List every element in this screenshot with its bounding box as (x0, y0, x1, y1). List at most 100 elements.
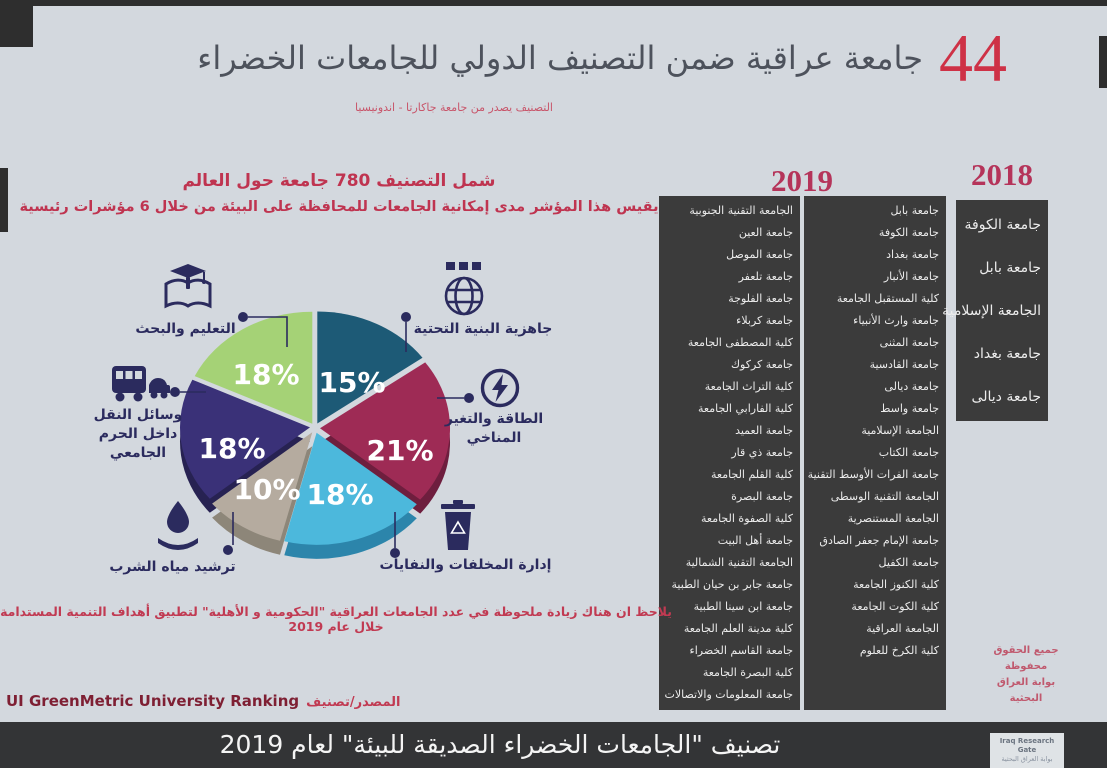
rights-text: جميع الحقوق محفوظة بوابة العراق البحثية (980, 643, 1072, 707)
education-icon (160, 262, 216, 316)
pie-slice-energy (320, 362, 451, 500)
year-2019-header: 2019 (771, 163, 833, 198)
list-item: جامعة العين (738, 226, 793, 239)
universities-2018: جامعة الكوفة جامعة بابل الجامعة الإسلامية ج… (942, 200, 1048, 421)
list-item: جامعة البصرة (731, 490, 793, 503)
list-item: كلية مدينة العلم الجامعة (683, 622, 793, 635)
source-line: UI GreenMetric University Ranking المصدر… (6, 692, 401, 710)
intro-line-2: يقيس هذا المؤشر مدى إمكانية الجامعات للم… (19, 199, 659, 215)
lightning-icon (478, 366, 522, 410)
list-item: كلية الكوت الجامعة (851, 600, 939, 613)
pie-label-water: ترشيد مياه الشرب (109, 559, 236, 575)
list-item: كلية الفارابي الجامعة (698, 402, 793, 415)
list-item: جامعة وارث الأنبياء (853, 314, 939, 327)
note-text: يلاحظ ان هناك زيادة ملحوظة في عدد الجامع… (0, 604, 672, 634)
list-item: الجامعة التقنية الوسطى (830, 490, 939, 503)
list-item: جامعة الأنبار (883, 270, 939, 283)
list-item: الجامعة التقنية الجنوبية (689, 204, 793, 217)
pie-label-transport: وسائل النقل داخل الحرم الجامعي (93, 407, 183, 461)
research-gate-logo: Iraq Research Gate بوابة العراق البحثية (990, 733, 1064, 768)
list-item: جامعة المعلومات والاتصالات (664, 688, 793, 701)
list-item: جامعة الكفيل (878, 556, 939, 569)
list-item: الجامعة التقنية الشمالية (685, 556, 793, 569)
pie-slice-waste (284, 432, 417, 545)
pie-label-energy: الطاقة والتغير المناخي (444, 411, 544, 446)
list-item: كلية الكرخ للعلوم (859, 644, 939, 657)
right-edge-artifact (1099, 36, 1107, 88)
list-item: جامعة القادسية (869, 358, 939, 371)
pie-connectors (170, 312, 474, 558)
list-item: الجامعة الإسلامية (861, 424, 939, 437)
left-edge-artifact (0, 168, 8, 232)
trash-recycle-icon (436, 500, 480, 552)
intro-line-1: شمل التصنيف 780 جامعة حول العالم (182, 171, 496, 191)
list-item: جامعة الكتاب (878, 446, 939, 459)
universities-2019-col2: جامعة بابل جامعة الكوفة جامعة بغداد جامعة ا… (804, 196, 946, 710)
globe-grid-icon (436, 262, 492, 318)
list-item: جامعة الإمام جعفر الصادق (819, 534, 939, 547)
list-item: جامعة العميد (735, 424, 793, 437)
list-item: كلية الكنوز الجامعة (853, 578, 939, 591)
pie-slice-infrastructure (317, 311, 423, 424)
list-item: جامعة كربلاء (736, 314, 793, 327)
list-item: جميع الحقوق (993, 645, 1059, 656)
source-name: UI GreenMetric University Ranking (6, 692, 300, 710)
pie-label-education: التعليم والبحث (135, 321, 236, 337)
pct-infrastructure: 15% (318, 366, 385, 399)
list-item: كلية التراث الجامعة (704, 380, 793, 393)
list-item: جامعة كركوك (730, 358, 793, 371)
list-item: الجامعة العراقية (866, 622, 939, 635)
list-item: جامعة ذي قار (731, 446, 793, 459)
page-subtitle: التصنيف يصدر من جامعة جاكارتا - اندونيسي… (355, 101, 553, 114)
pct-transport: 18% (198, 432, 265, 465)
list-item: جامعة ديالى (884, 380, 939, 393)
pie-slice-transport (179, 379, 310, 499)
list-item: جامعة المثنى (879, 336, 939, 349)
list-item: جامعة بابل (890, 204, 939, 217)
list-item: بوابة العراق البحثية (996, 677, 1056, 704)
pct-waste: 18% (306, 478, 373, 511)
list-item: محفوظة (1004, 661, 1048, 672)
footer-bar: تصنيف "الجامعات الخضراء الصديقة للبيئة" … (0, 722, 1107, 768)
water-hand-icon (152, 500, 204, 552)
list-item: كلية المصطفى الجامعة (687, 336, 793, 349)
pct-water: 10% (233, 473, 300, 506)
header: 44 جامعة عراقية ضمن التصنيف الدولي للجام… (197, 20, 1007, 96)
list-item: جامعة واسط (880, 402, 939, 415)
bus-icon (112, 364, 170, 408)
list-item: كلية البصرة الجامعة (702, 666, 793, 679)
source-label: المصدر/تصنيف (306, 695, 401, 710)
list-item: الجامعة المستنصرية (847, 512, 939, 525)
pie-slice-education (194, 311, 313, 424)
list-item: كلية المستقبل الجامعة (836, 292, 939, 305)
pct-energy: 21% (366, 434, 433, 467)
list-item: جامعة جابر بن حيان الطبية (671, 578, 793, 591)
pct-education: 18% (232, 358, 299, 391)
top-edge-bar (0, 0, 1107, 6)
list-item: كلية القلم الجامعة (711, 468, 793, 481)
year-2018-header: 2018 (971, 157, 1033, 192)
pie-label-waste: إدارة المخلفات والنفايات (379, 557, 552, 573)
list-item: جامعة بابل (979, 260, 1041, 276)
logo-text-ar: بوابة العراق البحثية (1001, 755, 1053, 763)
page-title: جامعة عراقية ضمن التصنيف الدولي للجامعات… (197, 39, 923, 78)
pie-label-infrastructure: جاهزية البنية التحتية (413, 321, 553, 337)
list-item: الجامعة الإسلامية (942, 303, 1041, 319)
footer-title: تصنيف "الجامعات الخضراء الصديقة للبيئة" … (219, 730, 781, 759)
list-item: جامعة ديالى (971, 389, 1041, 405)
count-44: 44 (939, 20, 1007, 96)
list-item: جامعة الفلوجة (728, 292, 793, 305)
list-item: جامعة الموصل (726, 248, 793, 261)
universities-2019-col1: الجامعة التقنية الجنوبية جامعة العين جامعة… (659, 196, 800, 710)
list-item: جامعة تلعفر (738, 270, 793, 283)
corner-artifact (0, 6, 33, 47)
list-item: جامعة القاسم الخضراء (689, 644, 793, 657)
list-item: جامعة بغداد (886, 248, 939, 261)
list-item: كلية الصفوة الجامعة (700, 512, 793, 525)
list-item: جامعة الكوفة (964, 217, 1041, 233)
pie-chart: 15% 21% 18% 10% 18% 18% (170, 311, 474, 559)
logo-text-en: Iraq Research Gate (999, 737, 1055, 754)
list-item: جامعة الكوفة (878, 226, 939, 239)
pie-slice-water (212, 432, 313, 541)
